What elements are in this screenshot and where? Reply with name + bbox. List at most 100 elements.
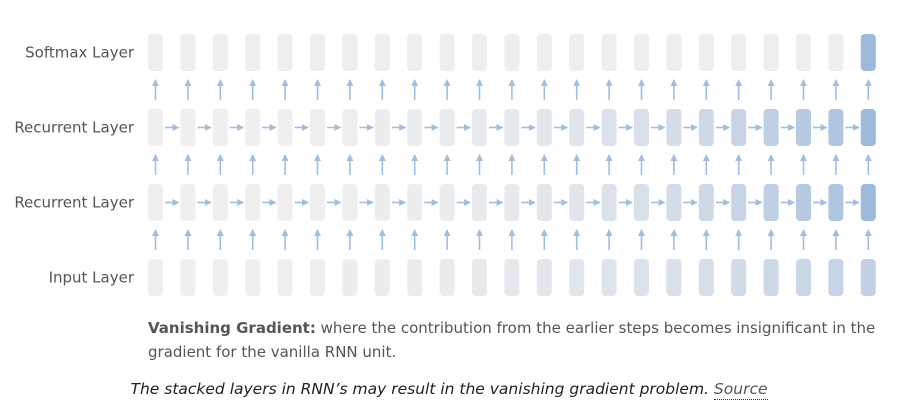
recurrent-cell (666, 184, 682, 221)
caption-title: Vanishing Gradient: (148, 319, 316, 337)
vanishing-gradient-caption: Vanishing Gradient: where the contributi… (148, 316, 878, 364)
recurrent-cell (763, 109, 779, 146)
softmax-cell (472, 34, 487, 71)
input-cell (828, 259, 844, 296)
recurrent-cell (407, 184, 423, 221)
softmax-cell (504, 34, 520, 71)
recurrent-cell (569, 184, 585, 221)
softmax-cell (277, 34, 293, 71)
recurrent-cell (860, 109, 876, 146)
recurrent-cell (698, 109, 714, 146)
recurrent-cell (439, 109, 455, 146)
softmax-cell (148, 34, 163, 71)
recurrent-cell (731, 184, 747, 221)
input-cell (666, 259, 682, 296)
softmax-cell (634, 34, 649, 71)
input-cell (180, 259, 196, 296)
input-cell (277, 259, 293, 296)
input-cell (407, 259, 423, 296)
input-cell (731, 259, 747, 296)
recurrent-cell (536, 109, 552, 146)
recurrent-cell (763, 184, 779, 221)
recurrent-cell (374, 184, 390, 221)
softmax-cell (569, 34, 585, 71)
softmax-cell (212, 34, 228, 71)
caption-text: where the contribution from the earlier … (148, 319, 876, 361)
softmax-cell (601, 34, 617, 71)
input-cell (698, 259, 714, 296)
recurrent-cell (698, 184, 714, 221)
recurrent-cell (180, 109, 196, 146)
recurrent-cell (472, 184, 487, 221)
softmax-cell (342, 34, 358, 71)
softmax-cell (439, 34, 455, 71)
recurrent-cell (407, 109, 423, 146)
input-cell (763, 259, 779, 296)
softmax-cell (860, 34, 876, 71)
recurrent-cell (310, 109, 325, 146)
input-cell (439, 259, 455, 296)
recurrent-cell (472, 109, 487, 146)
recurrent-cell (828, 184, 844, 221)
input-cell (212, 259, 228, 296)
input-cell (860, 259, 876, 296)
recurrent-cell (342, 109, 358, 146)
recurrent-cell (601, 109, 617, 146)
recurrent-cell (180, 184, 196, 221)
recurrent-cell (536, 184, 552, 221)
input-cell (796, 259, 811, 296)
softmax-cell (407, 34, 423, 71)
recurrent-cell (277, 109, 293, 146)
input-cell (245, 259, 261, 296)
recurrent-cell (634, 184, 649, 221)
recurrent-cell (796, 184, 811, 221)
layer-label-recurrent: Recurrent Layer (14, 119, 135, 137)
recurrent-cell (828, 109, 844, 146)
layer-label-input: Input Layer (49, 269, 135, 287)
softmax-cell (666, 34, 682, 71)
recurrent-cell (601, 184, 617, 221)
softmax-cell (310, 34, 325, 71)
softmax-cell (180, 34, 196, 71)
recurrent-cell (277, 184, 293, 221)
input-cell (504, 259, 520, 296)
input-cell (342, 259, 358, 296)
recurrent-cell (212, 184, 228, 221)
recurrent-cell (731, 109, 747, 146)
input-cell (310, 259, 325, 296)
softmax-cell (698, 34, 714, 71)
figure-caption: The stacked layers in RNN’s may result i… (0, 380, 898, 400)
layer-label-recurrent: Recurrent Layer (14, 194, 135, 212)
recurrent-cell (504, 184, 520, 221)
input-cell (374, 259, 390, 296)
recurrent-cell (860, 184, 876, 221)
softmax-cell (828, 34, 844, 71)
softmax-cell (763, 34, 779, 71)
softmax-cell (374, 34, 390, 71)
input-cell (148, 259, 163, 296)
softmax-cell (796, 34, 811, 71)
recurrent-cell (666, 109, 682, 146)
softmax-cell (731, 34, 747, 71)
recurrent-cell (796, 109, 811, 146)
recurrent-cell (245, 109, 261, 146)
recurrent-cell (148, 109, 163, 146)
input-cell (472, 259, 487, 296)
input-cell (634, 259, 649, 296)
input-cell (601, 259, 617, 296)
recurrent-cell (634, 109, 649, 146)
softmax-cell (536, 34, 552, 71)
recurrent-cell (569, 109, 585, 146)
recurrent-cell (148, 184, 163, 221)
recurrent-cell (504, 109, 520, 146)
stacked-rnn-diagram: Softmax Layer Recurrent Layer Recurrent La… (14, 34, 876, 296)
recurrent-cell (245, 184, 261, 221)
layer-label-softmax: Softmax Layer (25, 44, 135, 62)
softmax-cell (245, 34, 261, 71)
input-cell (569, 259, 585, 296)
recurrent-cell (342, 184, 358, 221)
recurrent-cell (212, 109, 228, 146)
source-link[interactable]: Source (713, 380, 768, 400)
figure-caption-text: The stacked layers in RNN’s may result i… (130, 380, 714, 398)
recurrent-cell (439, 184, 455, 221)
